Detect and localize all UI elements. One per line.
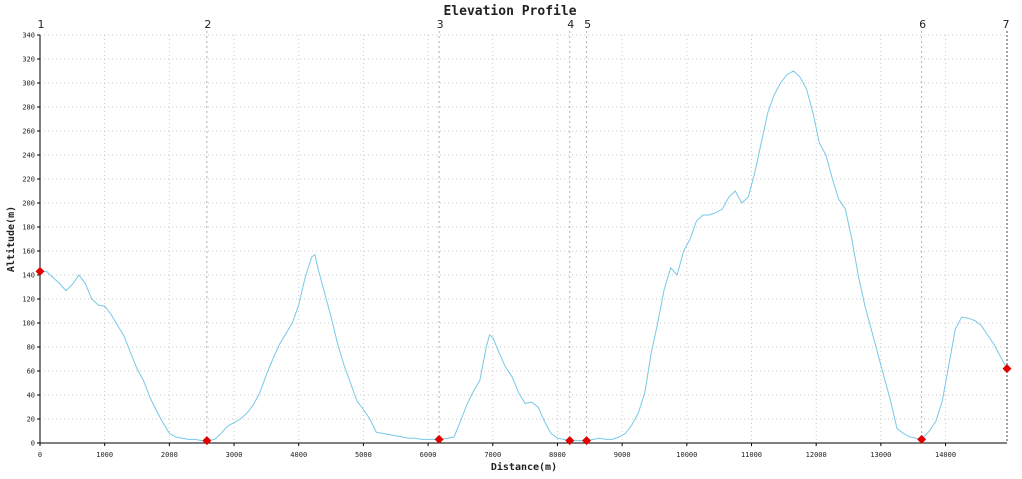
waypoint-lines — [206, 31, 1008, 443]
x-axis-label: Distance(m) — [491, 461, 557, 473]
y-tick-label: 0 — [31, 440, 35, 448]
y-tick-label: 120 — [22, 296, 35, 304]
waypoint-marker — [565, 436, 575, 446]
y-tick-labels: 0 20 40 60 80 100 120 140 160 180 200 220 240 260 280 3… — [22, 32, 40, 448]
y-tick-label: 140 — [22, 272, 35, 280]
x-tick-label: 10000 — [676, 451, 697, 459]
x-tick-label: 7000 — [484, 451, 501, 459]
y-tick-label: 80 — [27, 344, 35, 352]
elevation-line — [40, 70, 1008, 442]
x-tick-label: 14000 — [935, 451, 956, 459]
waypoint-marker — [917, 434, 927, 444]
x-tick-label: 5000 — [355, 451, 372, 459]
waypoint-label: 2 — [204, 18, 211, 31]
waypoint-marker — [35, 266, 45, 276]
waypoint-label: 7 — [1003, 18, 1010, 31]
y-tick-label: 340 — [22, 32, 35, 40]
x-tick-label: 0 — [38, 451, 42, 459]
x-tick-labels: 0 1000 2000 3000 4000 5000 6000 7000 8000 9000 100… — [38, 443, 956, 459]
x-tick-label: 13000 — [870, 451, 891, 459]
y-tick-label: 320 — [22, 56, 35, 64]
grid-lines — [40, 34, 1007, 443]
y-tick-label: 240 — [22, 152, 35, 160]
x-tick-label: 3000 — [226, 451, 243, 459]
x-tick-label: 1000 — [96, 451, 113, 459]
x-tick-label: 9000 — [614, 451, 631, 459]
waypoint-marker — [434, 434, 444, 444]
x-tick-label: 12000 — [806, 451, 827, 459]
y-tick-label: 300 — [22, 80, 35, 88]
waypoint-marker — [582, 436, 592, 446]
y-tick-label: 100 — [22, 320, 35, 328]
waypoint-markers — [35, 266, 1012, 446]
chart-title: Elevation Profile — [443, 4, 576, 19]
y-tick-label: 220 — [22, 176, 35, 184]
y-tick-label: 200 — [22, 200, 35, 208]
x-tick-label: 4000 — [290, 451, 307, 459]
x-tick-label: 2000 — [161, 451, 178, 459]
y-tick-label: 280 — [22, 104, 35, 112]
y-tick-label: 60 — [27, 368, 35, 376]
x-tick-label: 8000 — [549, 451, 566, 459]
y-tick-label: 180 — [22, 224, 35, 232]
waypoint-label: 1 — [38, 18, 45, 31]
waypoint-marker — [1002, 364, 1012, 374]
y-tick-label: 260 — [22, 128, 35, 136]
y-axis-label: Altitude(m) — [5, 206, 17, 272]
y-tick-label: 160 — [22, 248, 35, 256]
waypoint-marker — [202, 436, 212, 446]
y-tick-label: 40 — [27, 392, 35, 400]
waypoint-label: 5 — [584, 18, 591, 31]
waypoint-label: 3 — [437, 18, 444, 31]
waypoint-label: 4 — [567, 18, 574, 31]
y-tick-label: 20 — [27, 416, 35, 424]
waypoint-label: 6 — [919, 18, 926, 31]
x-tick-label: 6000 — [420, 451, 437, 459]
x-tick-label: 11000 — [741, 451, 762, 459]
